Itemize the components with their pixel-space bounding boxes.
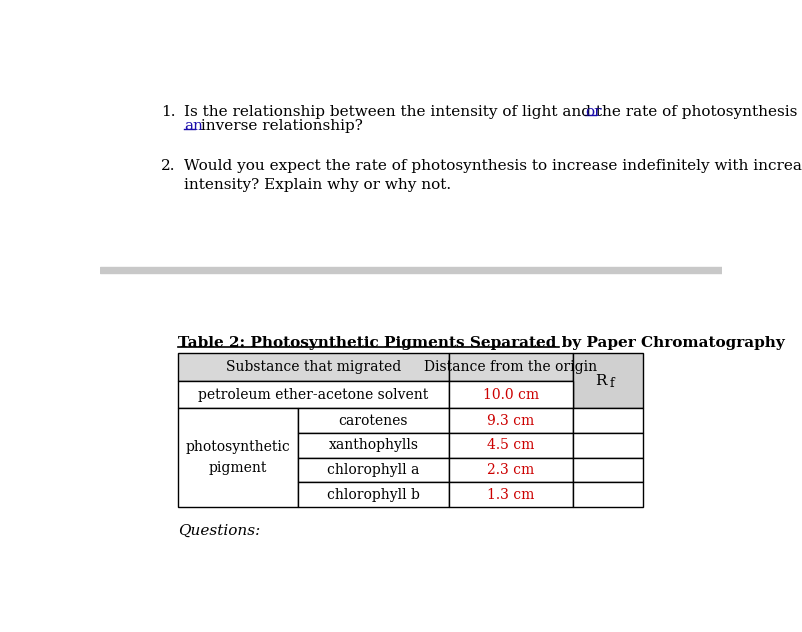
- Bar: [298, 433, 449, 458]
- Text: chlorophyll a: chlorophyll a: [327, 463, 419, 477]
- Text: chlorophyll b: chlorophyll b: [327, 488, 420, 502]
- Bar: [449, 353, 573, 380]
- Text: Substance that migrated: Substance that migrated: [225, 360, 401, 374]
- Text: 2.3 cm: 2.3 cm: [488, 463, 535, 477]
- Text: R: R: [595, 374, 606, 388]
- Text: 1.3 cm: 1.3 cm: [488, 488, 535, 502]
- Text: 1.: 1.: [160, 105, 175, 119]
- Text: 9.3 cm: 9.3 cm: [488, 414, 535, 428]
- Bar: [573, 458, 642, 482]
- Bar: [100, 267, 722, 273]
- Bar: [298, 482, 449, 507]
- Bar: [573, 482, 642, 507]
- Text: xanthophylls: xanthophylls: [329, 439, 419, 453]
- Bar: [449, 482, 573, 507]
- Text: f: f: [610, 377, 614, 389]
- Text: inverse relationship?: inverse relationship?: [196, 119, 363, 133]
- Bar: [573, 408, 642, 433]
- Bar: [298, 408, 449, 433]
- Bar: [298, 458, 449, 482]
- Text: 4.5 cm: 4.5 cm: [488, 439, 535, 453]
- Text: Questions:: Questions:: [178, 524, 260, 538]
- Bar: [573, 433, 642, 458]
- Text: carotenes: carotenes: [338, 414, 408, 428]
- Bar: [178, 408, 298, 507]
- Bar: [449, 458, 573, 482]
- Bar: [449, 380, 573, 408]
- Text: or: or: [585, 105, 602, 119]
- Text: an: an: [184, 119, 203, 133]
- Bar: [178, 380, 449, 408]
- Text: Is the relationship between the intensity of light and the rate of photosynthesi: Is the relationship between the intensit…: [184, 105, 802, 119]
- Text: 10.0 cm: 10.0 cm: [483, 387, 539, 401]
- Bar: [573, 353, 642, 408]
- Bar: [178, 353, 449, 380]
- Text: 2.: 2.: [160, 159, 175, 173]
- Text: Table 2: Photosynthetic Pigments Separated by Paper Chromatography: Table 2: Photosynthetic Pigments Separat…: [178, 336, 784, 350]
- Text: Would you expect the rate of photosynthesis to increase indefinitely with increa: Would you expect the rate of photosynthe…: [184, 159, 802, 193]
- Text: photosynthetic
pigment: photosynthetic pigment: [185, 441, 290, 475]
- Text: petroleum ether-acetone solvent: petroleum ether-acetone solvent: [198, 387, 428, 401]
- Text: Distance from the origin: Distance from the origin: [424, 360, 597, 374]
- Bar: [449, 408, 573, 433]
- Bar: [449, 433, 573, 458]
